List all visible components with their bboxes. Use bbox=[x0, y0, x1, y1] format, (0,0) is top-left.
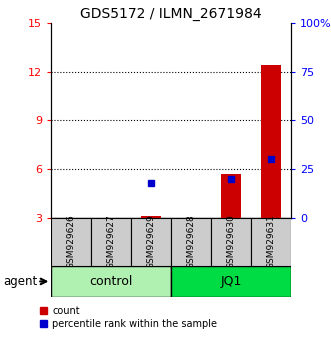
Bar bbox=[141, 216, 161, 218]
Text: control: control bbox=[90, 275, 133, 288]
Bar bbox=[221, 174, 241, 218]
Bar bbox=[261, 65, 281, 218]
Bar bbox=[211, 218, 251, 266]
Bar bbox=[91, 218, 131, 266]
Bar bbox=[171, 218, 211, 266]
Bar bbox=[51, 266, 171, 297]
Bar bbox=[51, 218, 91, 266]
Text: GSM929630: GSM929630 bbox=[227, 214, 236, 269]
Text: GSM929627: GSM929627 bbox=[107, 214, 116, 269]
Text: GSM929631: GSM929631 bbox=[267, 214, 276, 269]
Text: GSM929628: GSM929628 bbox=[187, 214, 196, 269]
Legend: count, percentile rank within the sample: count, percentile rank within the sample bbox=[40, 306, 217, 329]
Text: JQ1: JQ1 bbox=[220, 275, 242, 288]
Text: GSM929626: GSM929626 bbox=[67, 214, 76, 269]
Bar bbox=[171, 266, 291, 297]
Title: GDS5172 / ILMN_2671984: GDS5172 / ILMN_2671984 bbox=[80, 7, 262, 21]
Text: GSM929629: GSM929629 bbox=[147, 214, 156, 269]
Text: agent: agent bbox=[3, 275, 37, 288]
Bar bbox=[131, 218, 171, 266]
Bar bbox=[251, 218, 291, 266]
